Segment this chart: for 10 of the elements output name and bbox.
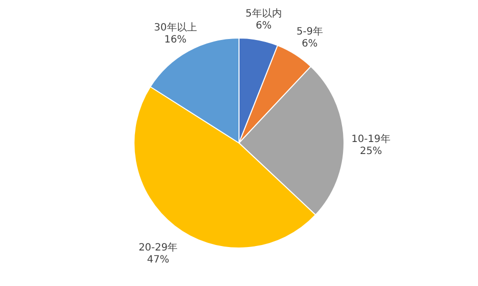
data-label: 6% [302, 38, 318, 50]
data-label: 25% [360, 146, 382, 157]
slice-label: 10-19年 [351, 132, 390, 145]
slice-label: 20-29年 [138, 241, 178, 254]
data-label: 6% [256, 20, 272, 32]
slice-label: 5-9年 [296, 26, 323, 38]
slice-label: 30年以上 [154, 21, 197, 34]
data-label: 47% [146, 254, 170, 266]
slice-label: 5年以内 [246, 7, 282, 20]
data-label: 16% [164, 34, 187, 46]
